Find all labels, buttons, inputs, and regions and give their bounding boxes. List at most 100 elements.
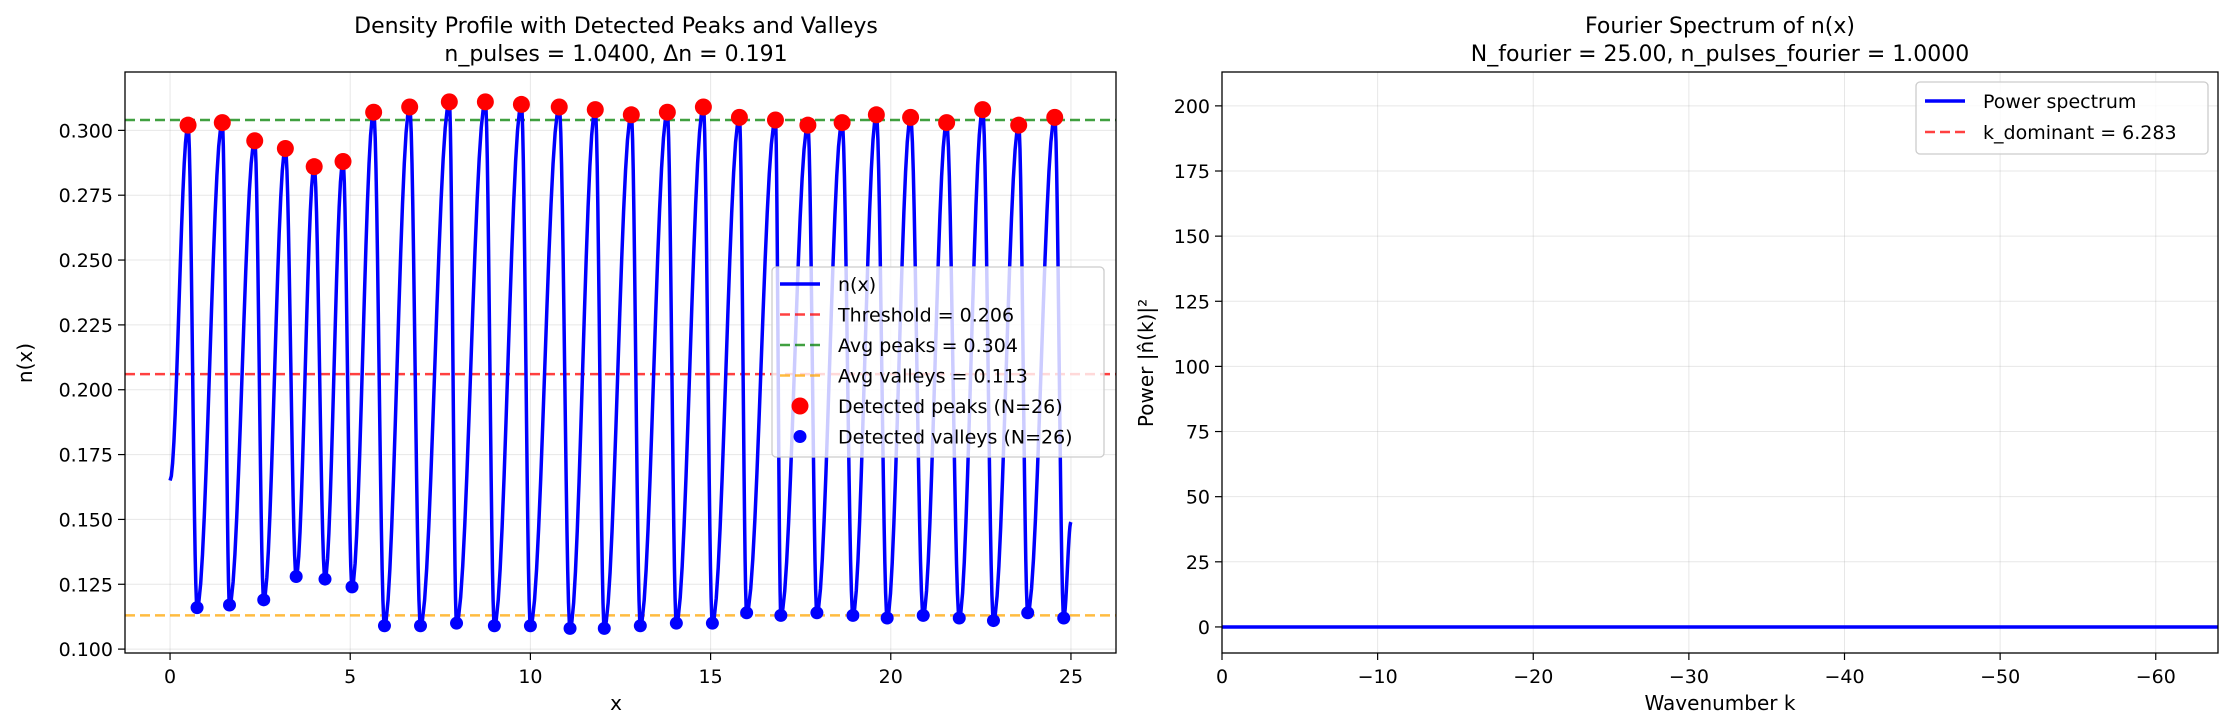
peak-marker xyxy=(766,111,784,129)
valley-marker xyxy=(289,569,303,583)
peak-marker xyxy=(938,114,956,132)
valley-marker xyxy=(986,614,1000,628)
valley-marker xyxy=(257,593,271,607)
peak-marker xyxy=(334,152,352,170)
valley-marker xyxy=(740,606,754,620)
right-chart-xticks: 0 −10 −20 −30 −40 −50 −60 xyxy=(1216,653,2176,688)
y-tick-label: 50 xyxy=(1186,487,1210,509)
y-tick-label: 100 xyxy=(1174,356,1210,378)
valley-marker xyxy=(345,580,359,594)
x-tick-label: 25 xyxy=(1059,666,1083,688)
legend-valleys-label: Detected valleys (N=26) xyxy=(838,427,1073,449)
right-chart: Fourier Spectrum of n(x) N_fourier = 25.… xyxy=(1134,14,2219,715)
x-tick-label: 15 xyxy=(698,666,722,688)
valley-marker xyxy=(223,598,237,612)
y-tick-label: 75 xyxy=(1186,422,1210,444)
peak-marker xyxy=(512,95,530,113)
valley-marker xyxy=(916,608,930,622)
peak-marker xyxy=(213,114,231,132)
peak-marker xyxy=(401,98,419,116)
left-chart-yticks: 0.100 0.125 0.150 0.175 0.200 0.225 0.250 0.275… xyxy=(59,120,125,661)
left-chart-xticks: 0 5 10 15 20 25 xyxy=(164,653,1083,688)
left-chart-markers xyxy=(179,93,1071,635)
y-tick-label: 150 xyxy=(1174,226,1210,248)
valley-marker xyxy=(318,572,332,586)
y-tick-label: 0.275 xyxy=(59,185,113,207)
valley-marker xyxy=(880,611,894,625)
legend-avg-peaks-label: Avg peaks = 0.304 xyxy=(838,335,1018,357)
y-tick-label: 0 xyxy=(1198,617,1210,639)
valley-marker xyxy=(633,619,647,633)
right-chart-yticks: 0 25 50 75 100 125 150 175 200 xyxy=(1174,96,1222,639)
peak-marker xyxy=(833,114,851,132)
peak-marker xyxy=(974,101,992,119)
peak-marker xyxy=(902,108,920,126)
valley-marker xyxy=(1021,606,1035,620)
y-tick-label: 0.250 xyxy=(59,250,113,272)
left-legend: n(x) Threshold = 0.206 Avg peaks = 0.304 Av… xyxy=(771,266,1105,458)
peak-marker xyxy=(440,93,458,111)
y-tick-label: 175 xyxy=(1174,161,1210,183)
legend-avg-valleys-label: Avg valleys = 0.113 xyxy=(838,366,1028,388)
valley-marker xyxy=(669,616,683,630)
valley-marker xyxy=(487,619,501,633)
x-tick-label: −50 xyxy=(1980,666,2020,688)
peak-marker xyxy=(799,116,817,134)
peak-marker xyxy=(694,98,712,116)
x-tick-label: 5 xyxy=(344,666,356,688)
right-chart-subtitle: N_fourier = 25.00, n_pulses_fourier = 1.… xyxy=(1471,42,1969,67)
valley-marker xyxy=(413,619,427,633)
left-x-axis-label: x xyxy=(610,691,622,715)
y-tick-label: 0.300 xyxy=(59,120,113,142)
right-x-axis-label: Wavenumber k xyxy=(1645,691,1796,715)
y-tick-label: 125 xyxy=(1174,291,1210,313)
x-tick-label: −20 xyxy=(1513,666,1553,688)
right-legend-box xyxy=(1915,81,2209,155)
peak-marker xyxy=(476,93,494,111)
x-tick-label: 20 xyxy=(879,666,903,688)
y-tick-label: 25 xyxy=(1186,552,1210,574)
valley-marker xyxy=(952,611,966,625)
legend-peaks-label: Detected peaks (N=26) xyxy=(838,396,1063,418)
y-tick-label: 0.225 xyxy=(59,315,113,337)
peak-marker xyxy=(305,158,323,176)
legend-k-dominant-label: k_dominant = 6.283 xyxy=(1983,122,2177,144)
peak-marker xyxy=(179,116,197,134)
legend-peaks-swatch xyxy=(791,397,809,415)
peak-marker xyxy=(867,106,885,124)
x-tick-label: −30 xyxy=(1669,666,1709,688)
valley-marker xyxy=(523,619,537,633)
valley-marker xyxy=(450,616,464,630)
left-chart-title: Density Profile with Detected Peaks and … xyxy=(354,14,878,39)
left-chart: Density Profile with Detected Peaks and … xyxy=(13,14,1117,715)
valley-marker xyxy=(810,606,824,620)
legend-power-spectrum-label: Power spectrum xyxy=(1983,91,2136,113)
valley-marker xyxy=(846,608,860,622)
x-tick-label: 10 xyxy=(518,666,542,688)
right-legend: Power spectrum k_dominant = 6.283 xyxy=(1915,81,2209,155)
y-tick-label: 200 xyxy=(1174,96,1210,118)
right-plot-frame xyxy=(1221,71,2219,654)
right-chart-grid xyxy=(1221,72,2218,653)
right-chart-title: Fourier Spectrum of n(x) xyxy=(1585,14,1855,39)
x-tick-label: 0 xyxy=(164,666,176,688)
peak-marker xyxy=(730,108,748,126)
left-y-axis-label: n(x) xyxy=(13,343,37,383)
peak-marker xyxy=(276,140,294,158)
valley-marker xyxy=(377,619,391,633)
valley-marker xyxy=(597,621,611,635)
legend-density-label: n(x) xyxy=(838,274,876,296)
legend-valleys-swatch xyxy=(793,430,807,443)
y-tick-label: 0.100 xyxy=(59,639,113,661)
left-plot-frame xyxy=(124,71,1117,654)
valley-marker xyxy=(563,621,577,635)
x-tick-label: −10 xyxy=(1358,666,1398,688)
y-tick-label: 0.125 xyxy=(59,574,113,596)
left-legend-box xyxy=(771,266,1105,458)
peak-marker xyxy=(246,132,264,150)
left-chart-subtitle: n_pulses = 1.0400, Δn = 0.191 xyxy=(444,42,787,67)
peak-marker xyxy=(550,98,568,116)
legend-threshold-label: Threshold = 0.206 xyxy=(837,305,1014,327)
y-tick-label: 0.150 xyxy=(59,509,113,531)
